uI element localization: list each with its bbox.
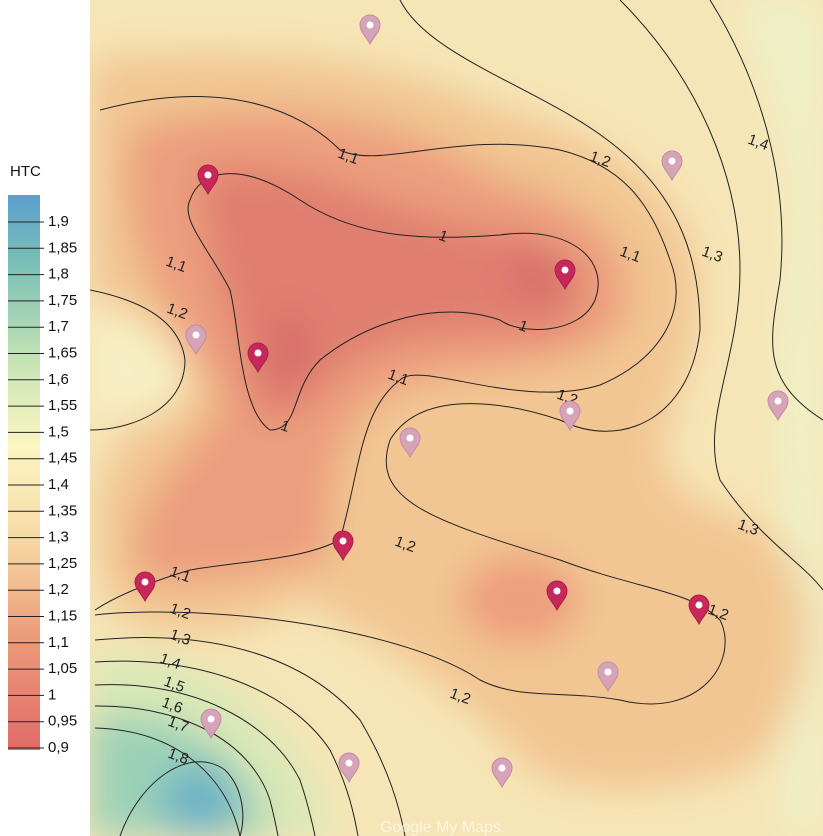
contour-line bbox=[94, 727, 241, 836]
legend-label: 1,55 bbox=[48, 397, 77, 414]
legend-label: 1,7 bbox=[48, 318, 69, 335]
contour-line bbox=[94, 637, 406, 836]
map-pin[interactable] bbox=[197, 164, 219, 196]
map-pin[interactable] bbox=[559, 400, 581, 432]
contour-label: 1,2 bbox=[705, 601, 730, 624]
map-pin[interactable] bbox=[338, 752, 360, 784]
map-pin-dot bbox=[774, 397, 782, 405]
map-pin[interactable] bbox=[399, 427, 421, 459]
contour-line bbox=[94, 660, 359, 836]
legend-label: 1 bbox=[48, 686, 56, 703]
map-pin[interactable] bbox=[546, 580, 568, 612]
legend-label: 0,9 bbox=[48, 739, 69, 756]
legend-color-bar bbox=[8, 195, 40, 750]
legend-label: 1,9 bbox=[48, 213, 69, 230]
legend-title: HTC bbox=[10, 163, 41, 180]
map-pin-dot bbox=[695, 601, 703, 609]
watermark: Google My Maps bbox=[380, 819, 501, 836]
legend-label: 1,05 bbox=[48, 660, 77, 677]
map-pin[interactable] bbox=[200, 708, 222, 740]
legend-label: 1,8 bbox=[48, 266, 69, 283]
map-pin-dot bbox=[339, 537, 347, 545]
map-pin-dot bbox=[254, 349, 262, 357]
map-pin[interactable] bbox=[332, 530, 354, 562]
map-pin[interactable] bbox=[247, 342, 269, 374]
legend-label: 1,3 bbox=[48, 529, 69, 546]
contour-label: 1,1 bbox=[163, 253, 188, 276]
legend-label: 1,75 bbox=[48, 292, 77, 309]
contour-line bbox=[94, 96, 677, 611]
map-pin[interactable] bbox=[359, 14, 381, 46]
contour-line bbox=[119, 761, 244, 836]
map-pin-dot bbox=[566, 407, 574, 415]
map-pin-dot bbox=[366, 21, 374, 29]
map-pin-dot bbox=[561, 266, 569, 274]
legend-label: 1,15 bbox=[48, 607, 77, 624]
map-pin-dot bbox=[406, 434, 414, 442]
map-pin-dot bbox=[345, 759, 353, 767]
legend-label: 1,5 bbox=[48, 423, 69, 440]
map-pin[interactable] bbox=[134, 571, 156, 603]
contour-label: 1,5 bbox=[161, 673, 186, 696]
map-pin[interactable] bbox=[767, 390, 789, 422]
contour-line bbox=[94, 684, 316, 836]
contour-label: 1,7 bbox=[165, 713, 190, 736]
contour-line bbox=[94, 0, 726, 705]
contour-label: 1,1 bbox=[167, 563, 192, 586]
contour-label: 1,4 bbox=[745, 131, 770, 154]
legend-label: 0,95 bbox=[48, 713, 77, 730]
contour-label: 1,1 bbox=[617, 243, 642, 266]
map-pin-dot bbox=[498, 764, 506, 772]
legend-label: 1,2 bbox=[48, 581, 69, 598]
contour-label: 1,2 bbox=[167, 600, 192, 623]
map-pin[interactable] bbox=[597, 661, 619, 693]
map-pin[interactable] bbox=[491, 757, 513, 789]
legend-label: 1,45 bbox=[48, 450, 77, 467]
map-pin-dot bbox=[668, 157, 676, 165]
map-pin-dot bbox=[553, 587, 561, 595]
map-pin-dot bbox=[204, 171, 212, 179]
contour-label: 1,1 bbox=[385, 366, 410, 389]
contour-label: 1,2 bbox=[587, 148, 612, 171]
map-pin-dot bbox=[207, 715, 215, 723]
contour-label: 1,8 bbox=[165, 745, 190, 768]
contour-line bbox=[619, 0, 823, 591]
legend-label: 1,1 bbox=[48, 634, 69, 651]
legend-label: 1,65 bbox=[48, 344, 77, 361]
contour-label: 1,3 bbox=[735, 516, 760, 539]
legend-label: 1,85 bbox=[48, 239, 77, 256]
legend-label: 1,6 bbox=[48, 371, 69, 388]
map-pin[interactable] bbox=[554, 259, 576, 291]
contour-line bbox=[709, 0, 823, 421]
map-pin-dot bbox=[141, 578, 149, 586]
legend-label: 1,25 bbox=[48, 555, 77, 572]
legend-label: 1,4 bbox=[48, 476, 69, 493]
contour-label: 1,1 bbox=[335, 145, 360, 168]
contour-label: 1,6 bbox=[159, 694, 184, 717]
contour-label: 1,4 bbox=[157, 650, 182, 673]
contour-label: 1,3 bbox=[167, 626, 192, 649]
map-pin[interactable] bbox=[688, 594, 710, 626]
contour-line bbox=[94, 705, 279, 836]
map-pin-dot bbox=[192, 331, 200, 339]
map-pin[interactable] bbox=[661, 150, 683, 182]
legend-label: 1,35 bbox=[48, 502, 77, 519]
map-pin-dot bbox=[604, 668, 612, 676]
map-pin[interactable] bbox=[185, 324, 207, 356]
contour-line bbox=[187, 173, 599, 431]
contour-label: 1,2 bbox=[447, 685, 472, 708]
contour-line bbox=[90, 289, 186, 431]
contour-label: 1,2 bbox=[164, 300, 189, 323]
map-surface bbox=[90, 0, 823, 836]
contour-label: 1,3 bbox=[699, 243, 724, 266]
contour-label: 1,2 bbox=[392, 533, 417, 556]
